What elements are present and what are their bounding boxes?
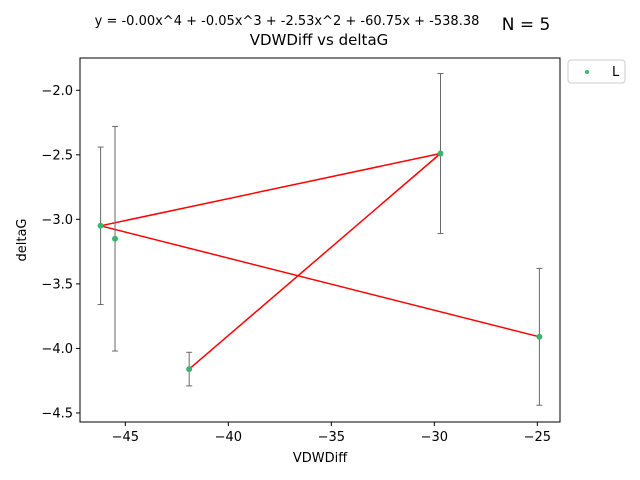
x-tick-label: −25: [524, 430, 551, 445]
x-axis: −45 −40 −35 −30 −25: [112, 422, 551, 445]
data-point: [536, 333, 543, 340]
y-tick-label: −4.0: [41, 342, 73, 357]
legend-label: L: [612, 65, 620, 80]
x-axis-label: VDWDiff: [293, 451, 348, 466]
x-tick-label: −45: [112, 430, 139, 445]
fit-equation: y = -0.00x^4 + -0.05x^3 + -2.53x^2 + -60…: [95, 14, 480, 29]
x-tick-label: −35: [318, 430, 345, 445]
x-tick-label: −40: [215, 430, 242, 445]
n-count-label: N = 5: [502, 15, 551, 35]
legend-marker: [585, 70, 589, 74]
legend-box: [567, 59, 626, 84]
data-point: [97, 222, 104, 229]
y-tick-label: −2.0: [41, 84, 73, 99]
plot-frame: [79, 57, 561, 423]
y-axis-label: deltaG: [15, 219, 30, 262]
y-tick-label: −3.5: [41, 277, 73, 292]
plot-area: [97, 72, 543, 406]
x-tick-label: −30: [421, 430, 448, 445]
data-point: [112, 235, 119, 242]
y-axis: −4.5 −4.0 −3.5 −3.0 −2.5 −2.0: [41, 84, 80, 421]
legend: L: [567, 59, 626, 84]
data-point: [437, 150, 444, 157]
y-tick-label: −3.0: [41, 213, 73, 228]
fit-line: [100, 152, 540, 370]
chart-title: VDWDiff vs deltaG: [250, 31, 389, 49]
data-point: [186, 366, 193, 373]
y-tick-label: −2.5: [41, 148, 73, 163]
y-tick-label: −4.5: [41, 406, 73, 421]
